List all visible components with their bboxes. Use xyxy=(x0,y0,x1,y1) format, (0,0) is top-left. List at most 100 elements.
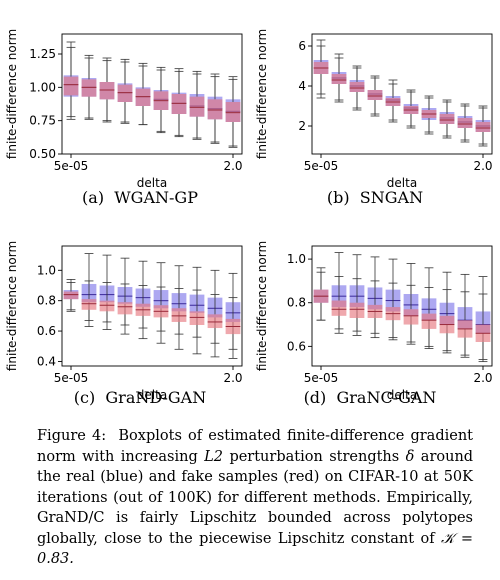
panel-a-chart: 0.50 0.75 1.00 1.25 5e-05 2.0 delta finite-diff… xyxy=(5,29,243,190)
box-s1-7 xyxy=(439,101,455,137)
box-s1-6 xyxy=(171,288,187,350)
box-body xyxy=(421,313,437,329)
plot-frame xyxy=(311,245,493,367)
box-s1-1 xyxy=(331,276,347,334)
box-s1-0 xyxy=(63,46,79,118)
x-tick-label: 2.0 xyxy=(473,371,492,385)
box-body xyxy=(367,90,383,100)
subcaption-a-method: WGAN-GP xyxy=(114,188,198,207)
box-body xyxy=(475,122,491,132)
subcaption-d: (d) GraNC-GAN xyxy=(275,388,465,407)
x-tick-label: 5e-05 xyxy=(54,159,89,173)
figure-caption: Figure 4: Boxplots of estimated finite-d… xyxy=(37,426,473,570)
box-s1-5 xyxy=(153,69,169,132)
box-body xyxy=(63,76,79,96)
box-s1-2 xyxy=(99,60,115,122)
box-body xyxy=(81,299,97,310)
subcaption-c-label: (c) xyxy=(73,388,96,407)
caption-text-3: around the real (blue) and fake samples … xyxy=(37,448,474,547)
box-s1-3 xyxy=(117,61,133,123)
y-tick-label: 1.0 xyxy=(37,263,56,277)
box-s1-2 xyxy=(99,282,115,330)
box-s1-9 xyxy=(225,297,241,359)
caption-text-2: perturbation strengths xyxy=(229,448,400,465)
box-body xyxy=(349,82,365,92)
box-s1-3 xyxy=(367,280,383,339)
x-tick-label: 5e-05 xyxy=(304,159,339,173)
box-s1-3 xyxy=(117,283,133,335)
subcaption-c: (c) GraND-GAN xyxy=(45,388,235,407)
box-s1-9 xyxy=(475,107,491,145)
box-s1-4 xyxy=(385,83,401,121)
box-s1-1 xyxy=(81,57,97,119)
box-s1-8 xyxy=(457,105,473,141)
y-tick-label: 1.00 xyxy=(29,80,56,94)
subcaption-a-label: (a) xyxy=(82,188,105,207)
box-s1-3 xyxy=(367,77,383,115)
y-axis-label: finite-difference norm xyxy=(255,29,269,159)
box-s1-6 xyxy=(421,97,437,133)
box-s1-7 xyxy=(189,289,205,355)
caption-l2: L2 xyxy=(204,448,224,465)
subcaption-b-label: (b) xyxy=(326,188,350,207)
x-axis-label: delta xyxy=(137,176,167,190)
box-body xyxy=(225,102,241,122)
box-body xyxy=(331,300,347,316)
subcaption-c-method: GraND-GAN xyxy=(105,388,207,407)
box-s1-8 xyxy=(207,76,223,143)
box-s1-8 xyxy=(457,291,473,358)
box-s1-9 xyxy=(475,293,491,363)
box-s1-9 xyxy=(225,78,241,147)
panel-d-chart: 0.6 0.8 1.0 5e-05 2.0 delta finite-difference … xyxy=(255,241,493,402)
box-s1-0 xyxy=(313,271,329,321)
x-axis-label: delta xyxy=(137,388,167,402)
box-s1-5 xyxy=(403,284,419,345)
box-s1-6 xyxy=(421,287,437,349)
x-tick-label: 5e-05 xyxy=(304,371,339,385)
box-body xyxy=(81,79,97,97)
box-s1-5 xyxy=(153,286,169,344)
box-s1-8 xyxy=(207,294,223,358)
y-tick-label: 1.0 xyxy=(287,252,306,266)
subcaption-d-label: (d) xyxy=(303,388,327,407)
x-axis-label: delta xyxy=(387,176,417,190)
caption-equation: 𝒦 = 0.83. xyxy=(37,530,473,568)
box-s1-4 xyxy=(385,282,401,341)
y-tick-label: 4 xyxy=(298,79,306,93)
box-body xyxy=(189,311,205,325)
box-s1-2 xyxy=(349,67,365,109)
box-body xyxy=(171,308,187,322)
box-body xyxy=(207,99,223,120)
x-axis-label: delta xyxy=(387,388,417,402)
box-s1-0 xyxy=(313,45,329,95)
box-body xyxy=(189,96,205,117)
plot-frame xyxy=(311,33,493,155)
panel-b-chart: 2 4 6 5e-05 2.0 delta finite-difference norm xyxy=(255,29,493,190)
box-s1-6 xyxy=(171,70,187,136)
box-body xyxy=(403,309,419,325)
caption-delta: δ xyxy=(405,448,415,465)
box-body xyxy=(331,74,347,84)
y-tick-label: 0.6 xyxy=(37,324,56,338)
box-s1-7 xyxy=(439,289,455,354)
box-s1-0 xyxy=(63,282,79,311)
box-body xyxy=(171,94,187,114)
plot-frame xyxy=(61,33,243,155)
x-tick-label: 5e-05 xyxy=(54,371,89,385)
subcaption-d-method: GraNC-GAN xyxy=(336,388,437,407)
box-s1-4 xyxy=(135,65,151,126)
x-tick-label: 2.0 xyxy=(223,371,242,385)
y-tick-label: 0.75 xyxy=(29,114,56,128)
plot-frame xyxy=(61,245,243,367)
x-tick-label: 2.0 xyxy=(223,159,242,173)
box-s1-1 xyxy=(331,57,347,101)
y-tick-label: 1.25 xyxy=(29,47,56,61)
subcaption-b: (b) SNGAN xyxy=(290,188,460,207)
box-s1-5 xyxy=(403,91,419,127)
box-body xyxy=(99,300,115,312)
y-tick-label: 0.8 xyxy=(37,294,56,308)
box-body xyxy=(135,88,151,106)
box-body xyxy=(207,314,223,329)
y-tick-label: 0.50 xyxy=(29,147,56,161)
